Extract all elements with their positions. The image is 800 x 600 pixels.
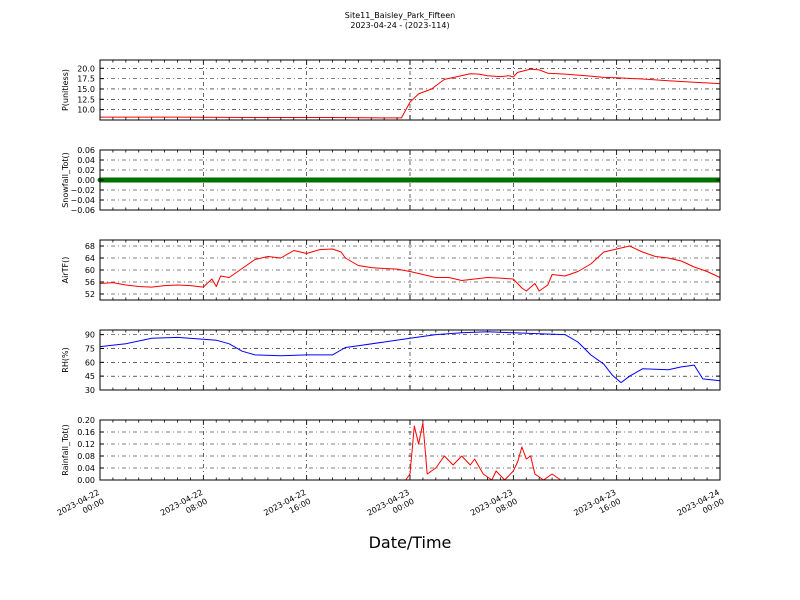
y-tick-label: −0.02	[70, 186, 95, 195]
x-tick-label: 2023-04-2300:00	[366, 488, 416, 527]
figure-title-line2: 2023-04-24 - (2023-114)	[350, 21, 450, 30]
x-tick-label: 2023-04-2208:00	[159, 488, 209, 527]
y-tick-label: 68	[85, 242, 95, 251]
series-line	[99, 331, 721, 384]
y-axis-label: RH(%)	[61, 347, 70, 372]
y-tick-label: 60	[85, 358, 95, 367]
y-tick-label: 60	[85, 266, 95, 275]
panel-3: 52 56 60 64 68 AirTF()	[61, 239, 721, 301]
y-tick-label: 64	[85, 254, 95, 263]
y-tick-label: 56	[85, 278, 95, 287]
y-tick-label: 52	[85, 290, 95, 299]
x-tick-label: 2023-04-2216:00	[262, 488, 312, 527]
y-tick-label: −0.06	[70, 206, 95, 215]
y-tick-label: 0.16	[77, 428, 95, 437]
y-tick-label: 0.00	[77, 176, 95, 185]
y-tick-label: 45	[85, 372, 95, 381]
figure-title: Site11_Baisley_Park_Fifteen 2023-04-24 -…	[0, 11, 800, 31]
y-axis-label: Snowfall_Tot()	[61, 152, 70, 208]
figure-title-line1: Site11_Baisley_Park_Fifteen	[344, 11, 456, 20]
y-tick-label: 10.0	[77, 106, 95, 115]
y-tick-label: 75	[85, 344, 95, 353]
series-line	[100, 68, 721, 119]
y-axis-label: AirTF()	[61, 257, 70, 284]
y-tick-label: 0.12	[77, 440, 95, 449]
y-tick-label: 12.5	[77, 95, 95, 104]
y-tick-label: 0.20	[77, 416, 95, 425]
x-axis-label: Date/Time	[368, 533, 452, 552]
y-tick-label: 30	[85, 386, 95, 395]
y-tick-label: 0.06	[77, 146, 95, 155]
x-tick-label: 2023-04-2316:00	[572, 488, 622, 527]
y-tick-label: 90	[85, 331, 95, 340]
y-tick-label: 0.08	[77, 452, 95, 461]
panel-4: 30 45 60 75 90 RH(%)	[61, 329, 721, 395]
y-axis-label: Rainfall_Tot()	[61, 424, 70, 476]
panel-5: 0.00 0.04 0.08 0.12 0.16 0.20 Rainfall_Tot()	[61, 416, 721, 485]
y-tick-label: 0.00	[77, 476, 95, 485]
y-tick-label: 0.04	[77, 464, 95, 473]
x-tick-label: 2023-04-2400:00	[676, 488, 726, 527]
panel-1: 10.0 12.515.017.5 20.0 P(unitless)	[61, 59, 721, 121]
y-tick-label: 0.02	[77, 166, 95, 175]
y-tick-label: 17.5	[77, 75, 95, 84]
y-tick-label: −0.04	[70, 196, 95, 205]
y-tick-label: 20.0	[77, 64, 95, 73]
x-tick-label: 2023-04-2308:00	[469, 488, 519, 527]
y-axis-label: P(unitless)	[61, 69, 70, 111]
series-line	[100, 422, 720, 481]
y-tick-label: 15.0	[77, 85, 95, 94]
panel-2: −0.06−0.04−0.020.000.020.040.06 Snowfall_…	[61, 146, 721, 215]
series-line	[99, 245, 721, 292]
y-tick-label: 0.04	[77, 156, 95, 165]
x-tick-label: 2023-04-2200:00	[56, 488, 106, 527]
